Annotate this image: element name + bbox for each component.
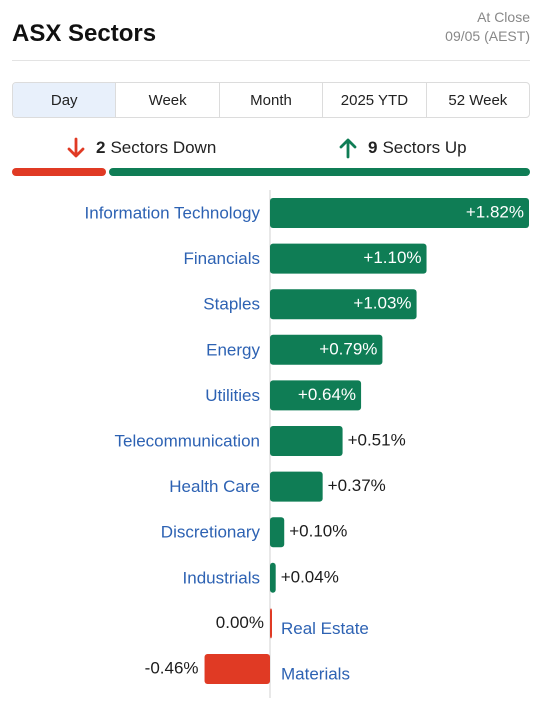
header: ASX Sectors At Close 09/05 (AEST) [12, 0, 530, 61]
value-label: +0.79% [319, 339, 377, 358]
bar-energy [270, 334, 383, 365]
value-label: +0.04% [281, 567, 339, 586]
as-of-label: At Close [477, 9, 530, 25]
period-tabs: Day Week Month 2025 YTD 52 Week [12, 82, 530, 118]
category-label: Materials [281, 664, 350, 683]
tab-ytd[interactable]: 2025 YTD [322, 83, 425, 117]
ratio-down-segment [12, 168, 106, 176]
value-label: +0.10% [289, 522, 347, 541]
category-label: Real Estate [281, 619, 369, 638]
bar-real-estate [270, 608, 272, 639]
sectors-up-summary: 9 Sectors Up [338, 136, 467, 160]
category-label: Discretionary [161, 523, 261, 542]
value-label: +0.51% [348, 430, 406, 449]
value-label: -0.46% [145, 658, 199, 677]
category-label: Utilities [205, 386, 260, 405]
bar-staples [270, 289, 417, 320]
value-label: +1.10% [363, 248, 421, 267]
tab-day[interactable]: Day [13, 83, 116, 117]
category-label: Staples [203, 295, 260, 314]
value-label: +1.82% [466, 202, 524, 221]
sectors-down-text: Sectors Down [110, 138, 217, 157]
bar-utilities [270, 380, 362, 411]
arrow-up-icon [339, 138, 357, 159]
category-label: Health Care [169, 477, 260, 496]
category-label: Financials [183, 249, 260, 268]
tab-month[interactable]: Month [218, 83, 322, 117]
sector-bar-chart: Information Technology +1.82% Financials +1… [85, 190, 529, 698]
tab-52-week[interactable]: 52 Week [425, 83, 529, 117]
bar-telecommunication [270, 426, 343, 456]
category-label: Telecommunication [114, 431, 260, 450]
ratio-up-segment [108, 168, 530, 176]
bar-industrials [270, 562, 276, 593]
sectors-ratio-bar [12, 168, 530, 176]
sectors-up-text: Sectors Up [382, 138, 467, 157]
value-label: +1.03% [353, 294, 411, 313]
bar-information-technology [270, 198, 529, 228]
as-of-info: At Close 09/05 (AEST) [445, 8, 530, 46]
bar-health-care [270, 471, 323, 502]
as-of-date: 09/05 (AEST) [445, 28, 530, 44]
category-label: Information Technology [85, 203, 261, 222]
bar-discretionary [270, 517, 285, 548]
value-label: +0.64% [298, 385, 356, 404]
category-label: Energy [206, 340, 260, 359]
value-label: 0.00% [216, 613, 264, 632]
sectors-down-summary: 2 Sectors Down [66, 136, 216, 160]
sectors-up-count: 9 [368, 138, 378, 157]
bar-financials [270, 243, 427, 274]
category-label: Industrials [183, 568, 260, 587]
bar-materials [204, 654, 270, 684]
value-label: +0.37% [328, 476, 386, 495]
sectors-down-count: 2 [96, 138, 106, 157]
page-title: ASX Sectors [12, 20, 157, 47]
arrow-down-icon [67, 137, 85, 158]
tab-week[interactable]: Week [115, 83, 218, 117]
